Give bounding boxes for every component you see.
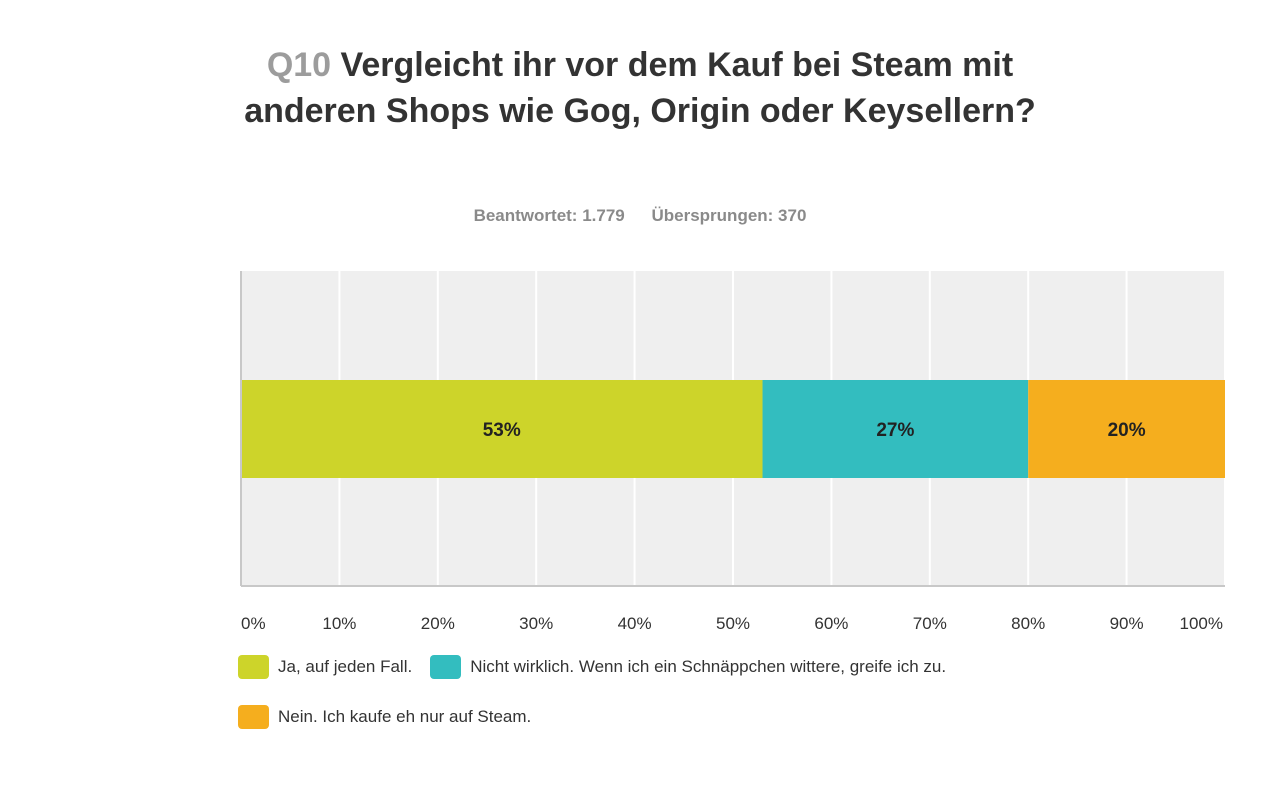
question-text: Vergleicht ihr vor dem Kauf bei Steam mi… (244, 46, 1036, 130)
x-tick-label: 0% (241, 614, 266, 633)
legend-item-nein: Nein. Ich kaufe eh nur auf Steam. (238, 705, 531, 729)
data-label-2: 20% (1108, 420, 1146, 441)
x-tick-label: 50% (716, 614, 750, 633)
stacked-bar-chart: 53% 27% 20% 0% 10% 20% 30% 40% 50% 60% 70% 80% 90% 1… (240, 271, 1226, 633)
x-tick-label: 20% (421, 614, 455, 633)
response-stats: Beantwortet: 1.779 Übersprungen: 370 (240, 206, 1040, 226)
x-tick-label: 90% (1110, 614, 1144, 633)
legend-label-ja: Ja, auf jeden Fall. (278, 657, 413, 676)
legend-label-nicht-wirklich: Nicht wirklich. Wenn ich ein Schnäppchen… (470, 657, 947, 676)
legend-row-1: Ja, auf jeden Fall. Nicht wirklich. Wenn… (238, 652, 1238, 682)
legend-swatch-nicht-wirklich (430, 655, 462, 679)
legend-swatch-ja (238, 655, 269, 679)
x-tick-label: 40% (618, 614, 652, 633)
x-tick-label: 30% (519, 614, 553, 633)
legend-item-nicht-wirklich: Nicht wirklich. Wenn ich ein Schnäppchen… (430, 655, 946, 679)
bar-segment-0 (241, 380, 763, 478)
skipped-count: Übersprungen: 370 (651, 206, 807, 225)
x-tick-label: 100% (1180, 614, 1223, 633)
bar-segment-1 (762, 380, 1029, 478)
x-tick-label: 70% (913, 614, 947, 633)
data-label-0: 53% (483, 420, 521, 441)
bar-segment-2 (1028, 380, 1225, 478)
x-tick-labels: 0% 10% 20% 30% 40% 50% 60% 70% 80% 90% 100% (241, 614, 1223, 633)
x-tick-label: 60% (814, 614, 848, 633)
answered-count: Beantwortet: 1.779 (473, 206, 625, 225)
legend-row-2: Nein. Ich kaufe eh nur auf Steam. (238, 702, 1238, 732)
legend: Ja, auf jeden Fall. Nicht wirklich. Wenn… (238, 652, 1238, 752)
bar-segments: 53% 27% 20% (241, 380, 1225, 478)
legend-swatch-nein (238, 705, 269, 729)
chart-title: Q10 Vergleicht ihr vor dem Kauf bei Stea… (240, 42, 1040, 134)
legend-label-nein: Nein. Ich kaufe eh nur auf Steam. (278, 707, 532, 726)
question-number: Q10 (266, 46, 332, 84)
x-tick-label: 10% (322, 614, 356, 633)
x-tick-label: 80% (1011, 614, 1045, 633)
legend-item-ja: Ja, auf jeden Fall. (238, 655, 412, 679)
data-label-1: 27% (876, 420, 914, 441)
